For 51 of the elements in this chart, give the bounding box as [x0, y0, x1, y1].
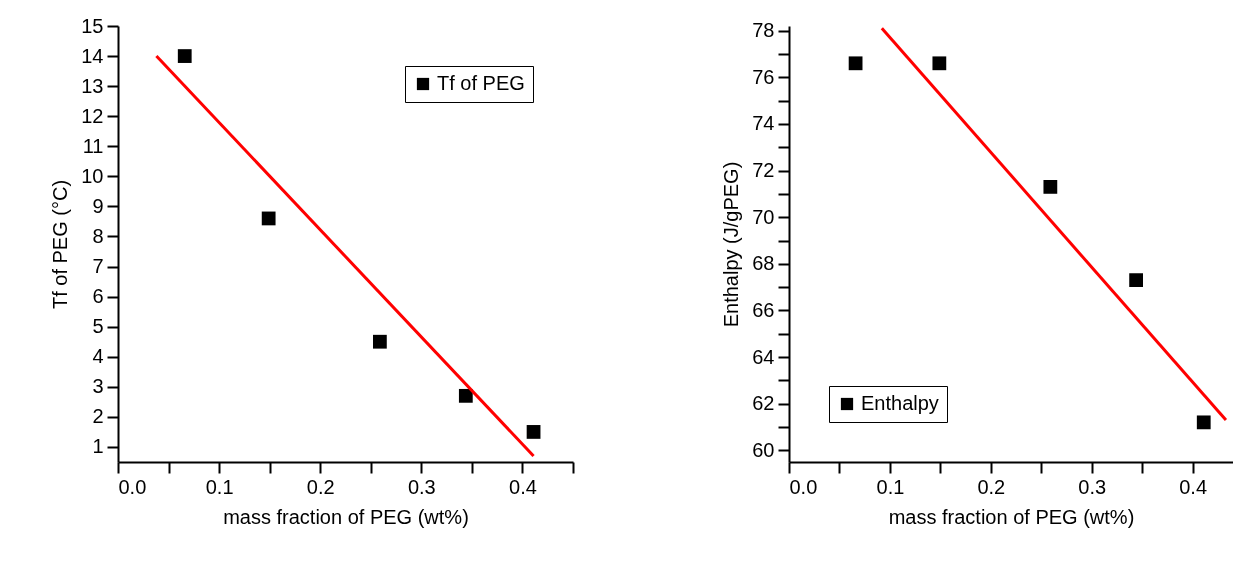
y-tick-label: 1	[92, 435, 104, 458]
legend-label: Tf of PEG	[437, 72, 525, 94]
x-tick-label: 0.1	[205, 475, 234, 498]
x-tick-label: 0.3	[1078, 475, 1107, 498]
y-tick-label: 11	[82, 134, 104, 157]
y-tick-label: 3	[92, 375, 104, 398]
point	[177, 49, 192, 63]
y-tick-label: 8	[92, 224, 104, 247]
point	[1129, 273, 1144, 288]
x-tick-label: 0.2	[306, 475, 335, 498]
y-tick-label: 15	[81, 14, 104, 37]
x-tick-label: 0.0	[789, 475, 818, 498]
y-tick-label: 66	[752, 298, 775, 321]
point	[932, 56, 947, 71]
point	[848, 56, 863, 71]
y-tick-label: 2	[92, 405, 104, 428]
point	[1196, 415, 1211, 430]
y-tick-label: 72	[752, 159, 775, 182]
y-tick-label: 62	[752, 392, 775, 415]
x-tick-label: 0.1	[876, 475, 905, 498]
y-tick-label: 12	[81, 104, 104, 127]
y-tick-label: 10	[81, 164, 104, 187]
x-axis-title: mass fraction of PEG (wt%)	[223, 505, 469, 528]
y-tick-label: 9	[92, 194, 104, 217]
y-tick-label: 5	[92, 315, 104, 338]
y-tick-label: 7	[92, 255, 104, 278]
point	[1043, 179, 1058, 194]
y-tick-label: 60	[752, 438, 775, 461]
x-axis-title: mass fraction of PEG (wt%)	[888, 505, 1135, 528]
y-tick-label: 4	[92, 345, 104, 368]
y-tick-label: 6	[92, 285, 104, 308]
point	[458, 388, 473, 403]
y-axis-title: Enthalpy (J/gPEG)	[720, 161, 743, 328]
x-tick-label: 0.3	[407, 475, 436, 498]
point	[261, 211, 276, 226]
x-tick-label: 0.4	[1179, 475, 1208, 498]
y-tick-label: 70	[752, 205, 775, 228]
x-tick-label: 0.2	[977, 475, 1006, 498]
y-tick-label: 78	[752, 19, 775, 42]
x-tick-label: 0.4	[509, 475, 537, 498]
y-tick-label: 64	[752, 345, 775, 368]
point	[372, 334, 387, 349]
x-tick-label: 0.0	[118, 475, 147, 498]
legend-label: Enthalpy	[861, 392, 939, 414]
y-tick-label: 74	[752, 112, 775, 135]
y-tick-label: 68	[752, 252, 775, 275]
point	[526, 425, 541, 439]
y-tick-label: 14	[81, 44, 104, 67]
y-tick-label: 76	[752, 65, 775, 88]
y-tick-label: 13	[81, 74, 104, 97]
y-axis-title: Tf of PEG (°C)	[49, 179, 72, 310]
